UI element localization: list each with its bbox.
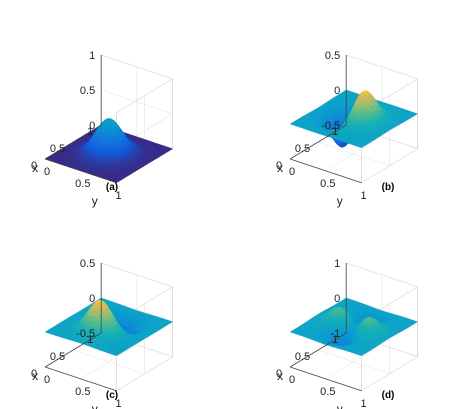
surface-mesh [44,297,174,357]
x-tick-label: 0 [31,368,37,380]
x-tick-label: 1 [332,334,338,346]
y-axis-label: y [92,194,98,208]
y-axis-label: y [337,194,343,208]
x-tick-label: 0.5 [295,143,310,155]
z-tick-label: 0.5 [80,258,95,270]
x-tick-label: 1 [87,126,93,138]
z-tick-label: 0 [89,293,95,305]
y-tick-label: 0 [289,374,295,386]
y-axis-line [289,158,362,184]
x-tick-label: 0.5 [50,351,65,363]
x-tick-label: 0 [276,160,282,172]
x-tick-label: 0.5 [295,351,310,363]
x-tick-label: 0 [276,368,282,380]
x-axis-line [44,332,102,368]
z-tick-label: -0.5 [321,120,340,132]
y-tick-label: 1 [115,190,121,202]
x-axis-line [44,124,102,160]
z-grid-line [346,262,419,322]
x-axis-label: x [32,369,38,383]
y-tick-label: 0.5 [320,386,335,398]
panel-caption: (a) [106,182,118,193]
y-tick-label: 1 [115,398,121,409]
surface-mesh [289,297,419,357]
z-tick-label: 1 [89,50,95,62]
y-tick-label: 0.5 [75,178,90,190]
floor-grid-line [318,141,390,167]
y-tick-label: 0.5 [75,386,90,398]
x-axis-line [289,124,347,160]
z-tick-label: 0 [89,120,95,132]
surface-face [358,145,364,149]
floor-grid-line [73,349,145,375]
surface-face [113,353,119,357]
panel-caption: (c) [106,390,118,401]
y-axis-label: y [337,402,343,409]
y-tick-label: 1 [360,190,366,202]
y-tick-label: 0.5 [320,178,335,190]
y-tick-label: 0 [289,166,295,178]
y-tick-label: 1 [360,398,366,409]
z-grid-line [101,54,174,114]
y-axis-line [289,366,362,392]
z-tick-label: 0 [334,293,340,305]
x-tick-label: 0.5 [50,143,65,155]
panel-caption: (b) [382,182,395,193]
x-axis-label: x [277,369,283,383]
x-tick-label: 1 [87,334,93,346]
y-axis-line [44,366,117,392]
x-axis-label: x [277,161,283,175]
panel-caption: (d) [382,390,395,401]
z-grid-line [101,262,174,322]
x-axis-label: x [32,161,38,175]
floor-grid-line [318,349,390,375]
y-axis-label: y [92,402,98,409]
z-tick-label: -1 [330,328,340,340]
x-tick-label: 0 [31,160,37,172]
z-tick-label: 0.5 [80,85,95,97]
y-axis-line [44,158,117,184]
x-tick-label: 1 [332,126,338,138]
surface-face [358,353,364,357]
y-tick-label: 0 [44,374,50,386]
z-tick-label: 1 [334,258,340,270]
surface-mesh [289,89,419,149]
z-tick-label: -0.5 [76,328,95,340]
z-tick-label: 0 [334,85,340,97]
x-axis-line [289,332,347,368]
z-tick-label: 0.5 [325,50,340,62]
y-tick-label: 0 [44,166,50,178]
